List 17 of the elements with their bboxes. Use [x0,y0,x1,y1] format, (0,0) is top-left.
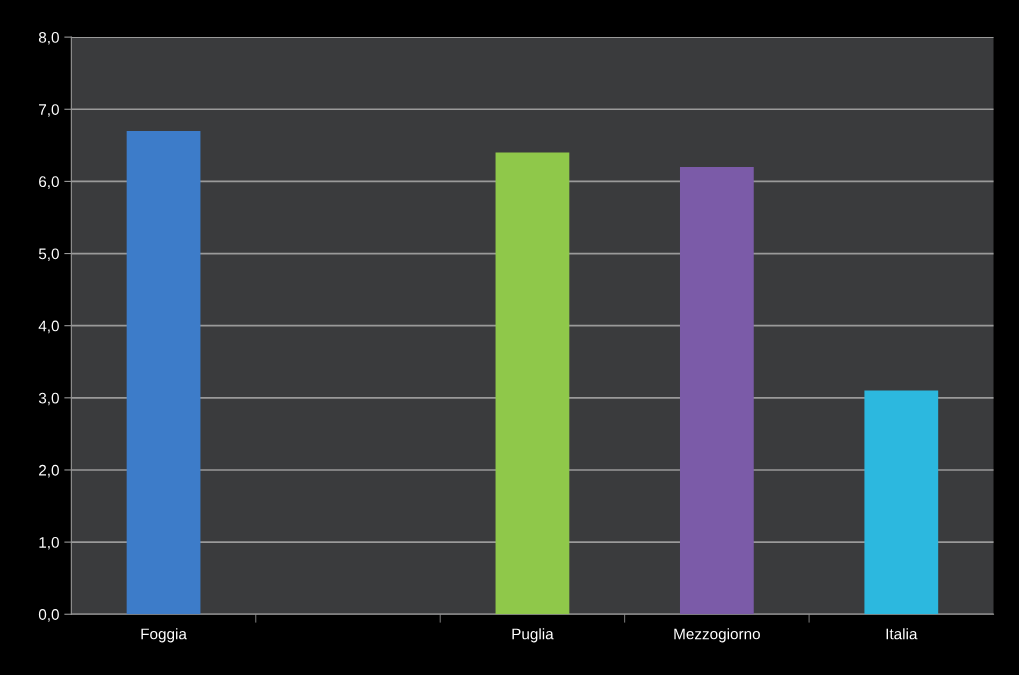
y-tick-label: 6,0 [39,176,59,189]
y-tick-label: 3,0 [38,392,59,406]
y-tick-label: 4,0 [38,320,59,334]
x-tick-label: Puglia [512,628,554,643]
y-tick-label: 1,0 [39,536,59,550]
x-tick-label: Italia [886,628,918,640]
bar [495,152,570,615]
y-tick-label: 7,0 [39,104,59,117]
x-tick-label: Mezzogiorno [674,628,760,643]
bar [126,130,201,615]
x-tick-label: Foggia [141,628,187,643]
y-tick-label: 2,0 [39,464,59,478]
bar [864,390,939,615]
y-tick-label: 8,0 [38,31,59,45]
bar [679,166,754,615]
y-tick-label: 0,0 [38,609,59,622]
y-tick-label: 5,0 [38,248,59,262]
